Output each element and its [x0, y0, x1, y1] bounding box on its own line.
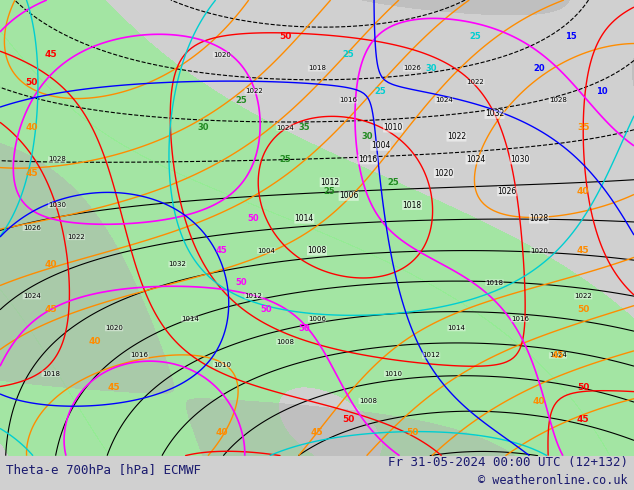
Text: 1018: 1018: [42, 370, 60, 377]
Text: 1020: 1020: [530, 247, 548, 254]
Text: 35: 35: [577, 123, 590, 132]
Text: 45: 45: [44, 305, 57, 315]
Text: Fr 31-05-2024 00:00 UTC (12+132): Fr 31-05-2024 00:00 UTC (12+132): [387, 456, 628, 469]
Text: 1006: 1006: [339, 192, 358, 200]
Text: 1012: 1012: [245, 293, 262, 299]
Text: 50: 50: [25, 77, 38, 87]
Text: 1014: 1014: [295, 214, 314, 223]
Text: 1022: 1022: [447, 132, 466, 141]
Text: 1010: 1010: [384, 370, 402, 377]
Text: 50: 50: [406, 428, 418, 438]
Text: 1016: 1016: [511, 316, 529, 322]
Text: 1018: 1018: [486, 279, 503, 286]
Text: 30: 30: [425, 64, 437, 73]
Text: 45: 45: [108, 383, 120, 392]
Text: 1016: 1016: [358, 155, 377, 164]
Text: 1024: 1024: [466, 155, 485, 164]
Text: 45: 45: [577, 415, 590, 424]
Text: 50: 50: [577, 305, 590, 315]
Text: 1030: 1030: [510, 155, 529, 164]
Text: 1024: 1024: [549, 352, 567, 359]
Text: 1020: 1020: [434, 169, 453, 178]
Text: 45: 45: [311, 428, 323, 438]
Text: 35: 35: [299, 123, 310, 132]
Text: 1016: 1016: [131, 352, 148, 359]
Text: 40: 40: [89, 337, 101, 346]
Text: 1004: 1004: [257, 247, 275, 254]
Text: 1024: 1024: [23, 293, 41, 299]
Text: 1030: 1030: [48, 202, 66, 208]
Text: 1008: 1008: [359, 398, 377, 404]
Text: 1008: 1008: [307, 246, 327, 255]
Text: 1022: 1022: [67, 234, 85, 240]
Text: 50: 50: [279, 32, 292, 41]
Text: 40: 40: [577, 187, 590, 196]
Text: 25: 25: [280, 155, 291, 164]
Text: 1026: 1026: [498, 187, 517, 196]
Text: 1016: 1016: [340, 97, 358, 103]
Text: 40: 40: [216, 428, 228, 438]
Text: 45: 45: [44, 50, 57, 59]
Text: 40: 40: [25, 123, 38, 132]
Text: 25: 25: [343, 50, 354, 59]
Text: 1010: 1010: [213, 362, 231, 368]
Text: © weatheronline.co.uk: © weatheronline.co.uk: [478, 474, 628, 488]
Text: 30: 30: [362, 132, 373, 141]
Text: 25: 25: [387, 178, 399, 187]
Text: 40: 40: [533, 396, 545, 406]
Text: 1028: 1028: [48, 156, 66, 163]
Text: 50: 50: [342, 415, 355, 424]
Text: Theta-e 700hPa [hPa] ECMWF: Theta-e 700hPa [hPa] ECMWF: [6, 463, 202, 476]
Text: 1032: 1032: [485, 109, 504, 119]
Text: 1014: 1014: [181, 316, 199, 322]
Text: 10: 10: [597, 87, 608, 96]
Text: 1010: 1010: [384, 123, 403, 132]
Text: 30: 30: [197, 123, 209, 132]
Text: 1020: 1020: [213, 51, 231, 58]
Text: 25: 25: [324, 187, 335, 196]
Text: 15: 15: [565, 32, 576, 41]
Text: 1018: 1018: [403, 200, 422, 210]
Text: 45: 45: [25, 169, 38, 178]
Text: 1026: 1026: [23, 225, 41, 231]
Text: 45: 45: [552, 351, 564, 360]
Text: 1018: 1018: [308, 65, 326, 72]
Text: 1026: 1026: [403, 65, 421, 72]
Text: 1014: 1014: [448, 325, 465, 331]
Text: 1022: 1022: [574, 293, 592, 299]
Text: 50: 50: [235, 278, 247, 287]
Text: 25: 25: [235, 96, 247, 105]
Text: 1012: 1012: [320, 178, 339, 187]
Text: 25: 25: [470, 32, 481, 41]
Text: 1022: 1022: [245, 88, 262, 94]
Text: 50: 50: [248, 214, 259, 223]
Text: 1022: 1022: [467, 79, 484, 85]
Text: 50: 50: [299, 323, 310, 333]
Text: 20: 20: [533, 64, 545, 73]
Text: 1006: 1006: [308, 316, 326, 322]
Text: 1004: 1004: [371, 141, 390, 150]
Text: 1024: 1024: [276, 124, 294, 131]
Text: 1028: 1028: [549, 97, 567, 103]
Text: 50: 50: [261, 305, 272, 315]
Text: 45: 45: [216, 246, 228, 255]
Text: 45: 45: [577, 246, 590, 255]
Text: 25: 25: [375, 87, 386, 96]
Text: 1024: 1024: [435, 97, 453, 103]
Text: 1028: 1028: [529, 214, 548, 223]
Text: 1012: 1012: [422, 352, 440, 359]
Text: 1032: 1032: [169, 261, 186, 268]
Text: 1008: 1008: [276, 339, 294, 345]
Text: 50: 50: [577, 383, 590, 392]
Text: 1020: 1020: [105, 325, 123, 331]
Text: 40: 40: [44, 260, 57, 269]
